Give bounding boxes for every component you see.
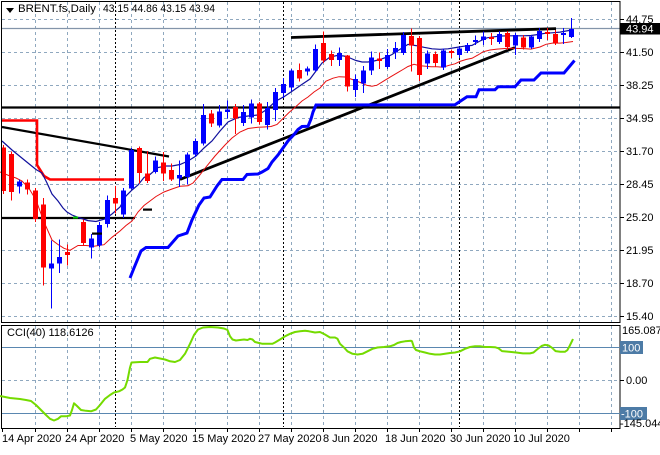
svg-text:100: 100: [622, 343, 640, 355]
svg-text:27 May 2020: 27 May 2020: [258, 433, 322, 445]
svg-text:30 Jun 2020: 30 Jun 2020: [450, 433, 511, 445]
svg-text:14 Apr 2020: 14 Apr 2020: [2, 433, 61, 445]
svg-text:43.94: 43.94: [626, 24, 654, 36]
svg-text:24 Apr 2020: 24 Apr 2020: [65, 433, 124, 445]
svg-text:15 May 2020: 15 May 2020: [192, 433, 256, 445]
svg-text:41.50: 41.50: [626, 47, 654, 59]
svg-text:31.70: 31.70: [626, 146, 654, 158]
svg-text:15.40: 15.40: [626, 311, 654, 323]
svg-text:5 May 2020: 5 May 2020: [130, 433, 187, 445]
svg-text:0.00: 0.00: [626, 375, 647, 387]
svg-text:18 Jun 2020: 18 Jun 2020: [385, 433, 446, 445]
svg-text:CCI(40) 118.6126: CCI(40) 118.6126: [7, 327, 94, 339]
svg-text:165.0875: 165.0875: [622, 325, 660, 337]
svg-text:25.20: 25.20: [626, 212, 654, 224]
svg-text:38.25: 38.25: [626, 80, 654, 92]
svg-text:-145.044: -145.044: [620, 418, 660, 430]
svg-text:43.15 44.86 43.15 43.94: 43.15 44.86 43.15 43.94: [103, 3, 215, 15]
svg-text:10 Jul 2020: 10 Jul 2020: [513, 433, 570, 445]
svg-text:8 Jun 2020: 8 Jun 2020: [323, 433, 377, 445]
svg-text:28.45: 28.45: [626, 179, 654, 191]
svg-text:-100: -100: [621, 409, 643, 421]
svg-text:21.95: 21.95: [626, 245, 654, 257]
svg-text:18.70: 18.70: [626, 278, 654, 290]
svg-text:BRENT.fs,Daily: BRENT.fs,Daily: [18, 3, 97, 15]
svg-text:34.95: 34.95: [626, 113, 654, 125]
